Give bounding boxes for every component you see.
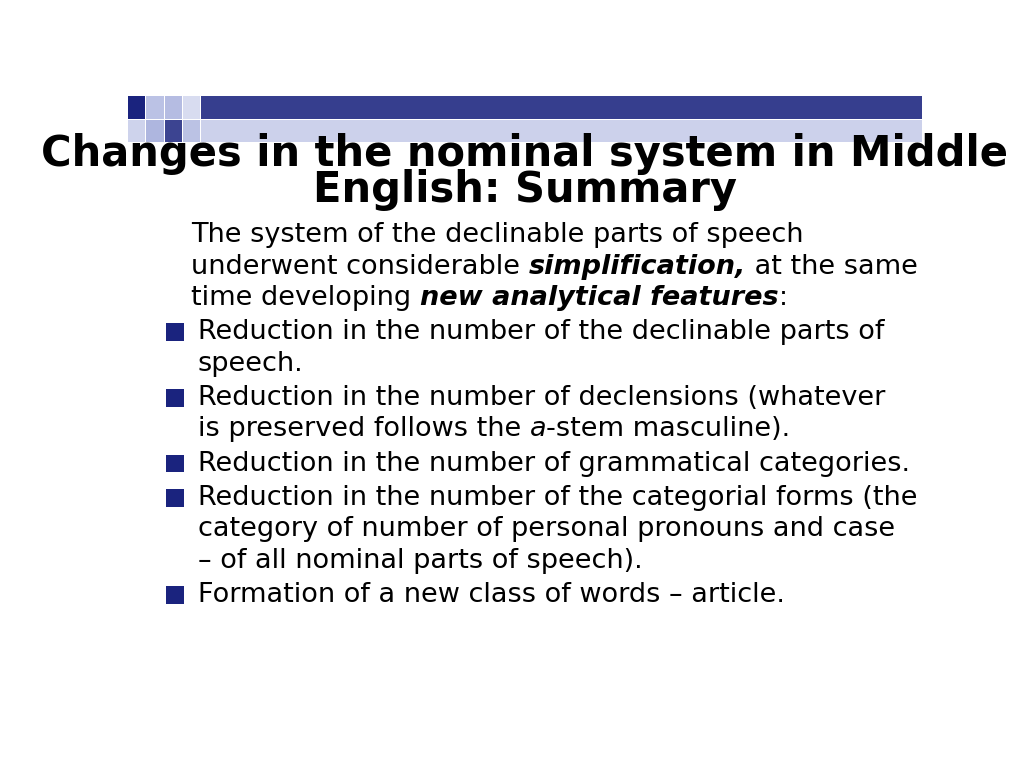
Text: speech.: speech. (198, 351, 303, 376)
Bar (166, 586, 183, 604)
Bar (146, 120, 164, 142)
Text: – of all nominal parts of speech).: – of all nominal parts of speech). (198, 548, 642, 574)
Text: underwent considerable: underwent considerable (191, 253, 529, 280)
Text: is preserved follows the: is preserved follows the (198, 416, 529, 442)
Bar (165, 96, 182, 119)
Text: at the same: at the same (746, 253, 919, 280)
Text: a: a (529, 416, 547, 442)
Bar (182, 120, 201, 142)
Text: time developing: time developing (191, 285, 420, 311)
Text: category of number of personal pronouns and case: category of number of personal pronouns … (198, 516, 895, 542)
Bar (201, 96, 922, 119)
Text: Reduction in the number of the declinable parts of: Reduction in the number of the declinabl… (198, 319, 884, 346)
Text: -stem masculine).: -stem masculine). (547, 416, 791, 442)
Bar (128, 120, 145, 142)
Bar (182, 96, 201, 119)
Bar (201, 120, 922, 142)
Text: simplification,: simplification, (529, 253, 746, 280)
Text: The system of the declinable parts of speech: The system of the declinable parts of sp… (191, 222, 804, 248)
Text: Reduction in the number of grammatical categories.: Reduction in the number of grammatical c… (198, 451, 910, 476)
Bar (128, 96, 145, 119)
Text: Reduction in the number of the categorial forms (the: Reduction in the number of the categoria… (198, 485, 918, 511)
Bar (166, 389, 183, 407)
Text: new analytical features: new analytical features (420, 285, 779, 311)
Text: English: Summary: English: Summary (312, 169, 737, 210)
Bar (166, 323, 183, 341)
Text: Reduction in the number of declensions (whatever: Reduction in the number of declensions (… (198, 385, 885, 411)
Bar (146, 96, 164, 119)
Text: Formation of a new class of words – article.: Formation of a new class of words – arti… (198, 582, 784, 607)
Text: :: : (779, 285, 787, 311)
Bar (166, 455, 183, 472)
Bar (166, 489, 183, 507)
Bar (165, 120, 182, 142)
Text: Changes in the nominal system in Middle: Changes in the nominal system in Middle (41, 134, 1009, 175)
